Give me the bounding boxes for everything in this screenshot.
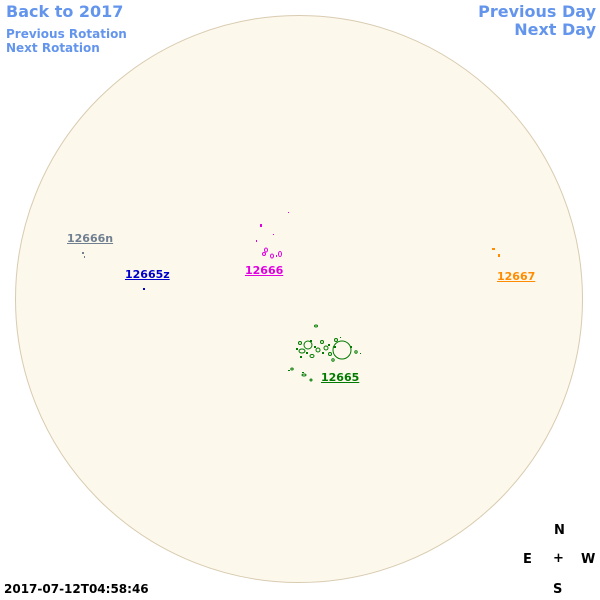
compass-south: S: [553, 582, 563, 597]
back-to-year-link[interactable]: Back to 2017: [6, 2, 124, 21]
spots-12666n: [82, 252, 85, 258]
compass-north: N: [554, 523, 565, 538]
region-label-12666n[interactable]: 12666n: [67, 232, 114, 245]
previous-day-link[interactable]: Previous Day: [478, 2, 596, 21]
spots-12665z: [143, 288, 145, 290]
compass-west: W: [581, 552, 596, 567]
spots-12666: [256, 212, 289, 259]
spots-12665: [290, 324, 358, 382]
solar-disk: [15, 15, 583, 583]
next-rotation-link[interactable]: Next Rotation: [6, 41, 100, 55]
compass-center: +: [553, 551, 564, 566]
spots-12665-fill: [288, 337, 361, 373]
region-label-12665[interactable]: 12665: [321, 371, 360, 384]
observation-timestamp: 2017-07-12T04:58:46: [4, 582, 149, 596]
compass-east: E: [523, 552, 532, 567]
region-label-12667[interactable]: 12667: [497, 270, 536, 283]
previous-rotation-link[interactable]: Previous Rotation: [6, 27, 127, 41]
next-day-link[interactable]: Next Day: [514, 20, 596, 39]
spots-12667: [492, 248, 500, 257]
region-label-12665z[interactable]: 12665z: [125, 268, 170, 281]
region-label-12666[interactable]: 12666: [245, 264, 284, 277]
